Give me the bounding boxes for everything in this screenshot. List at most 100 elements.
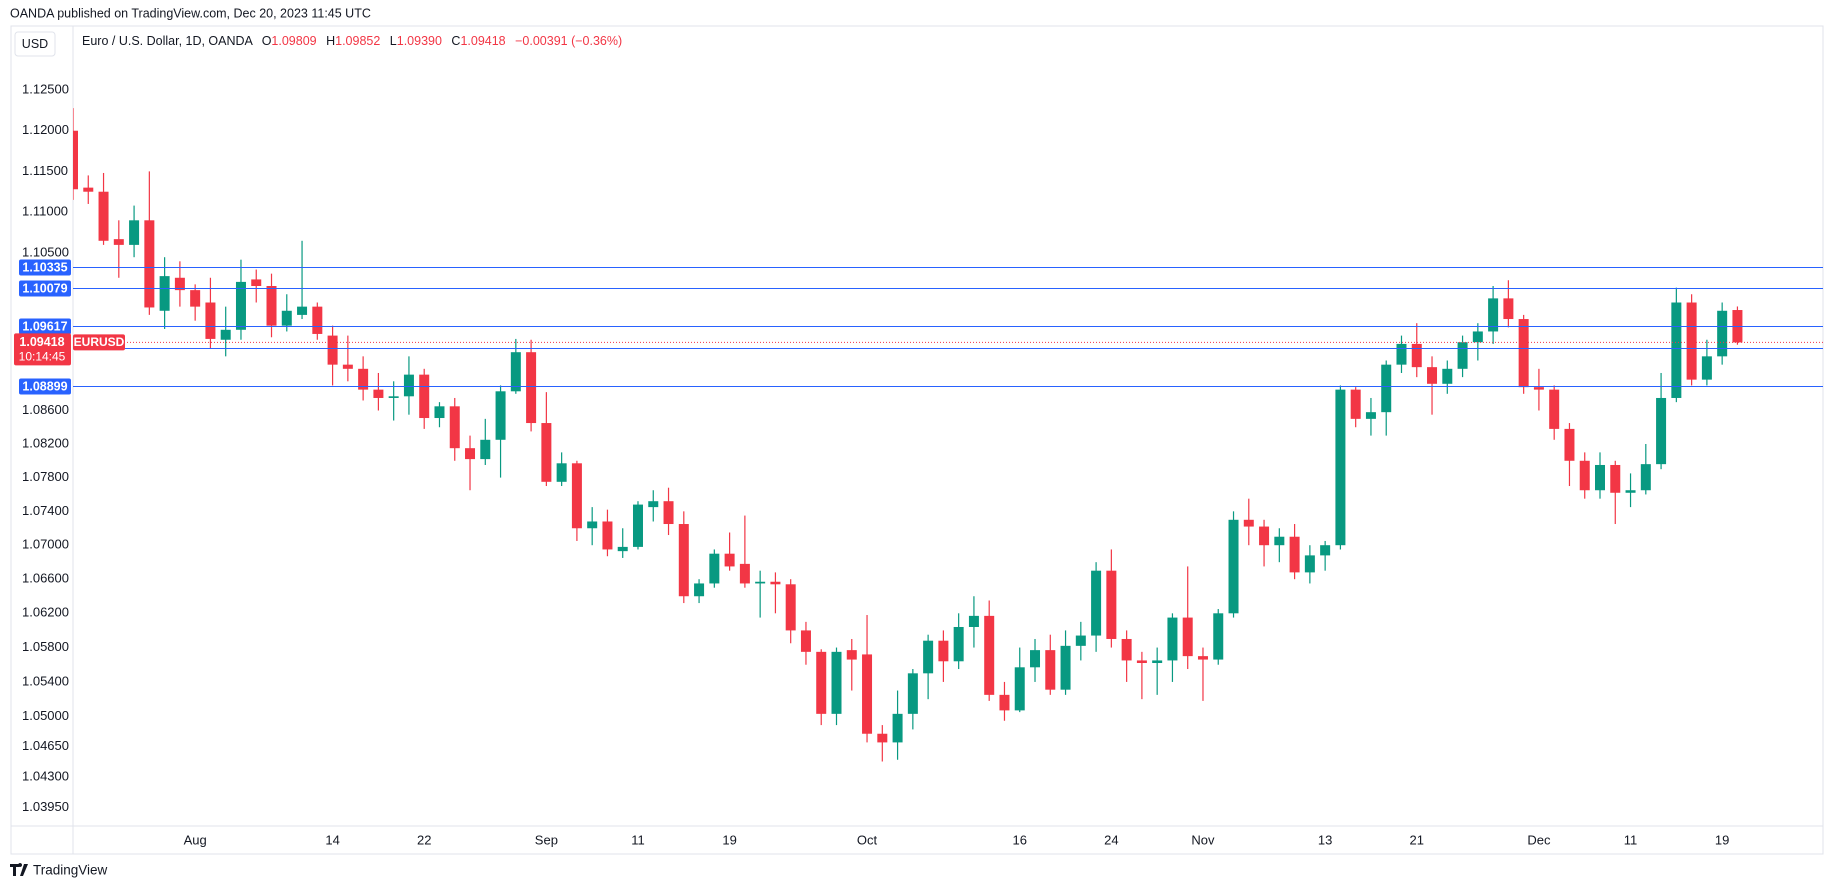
candle-body (571, 463, 582, 529)
y-tick-label: 1.04650 (22, 738, 69, 753)
candle-body (1427, 367, 1438, 384)
legend-symbol: Euro / U.S. Dollar, 1D, OANDA (82, 34, 254, 48)
candle-body (1060, 645, 1071, 690)
candle-body (1152, 660, 1163, 664)
candle-body (1106, 570, 1117, 639)
candle-body (816, 651, 827, 714)
candle-body (755, 581, 766, 584)
y-tick-label: 1.07800 (22, 469, 69, 484)
brand[interactable]: TradingView (10, 863, 108, 878)
x-tick-label: 14 (325, 832, 339, 847)
candle-body (1365, 412, 1376, 419)
candle-body (1182, 617, 1193, 657)
candle-body (800, 630, 811, 652)
candle-body (1595, 464, 1605, 491)
candle-body (190, 290, 201, 307)
publisher-line: OANDA published on TradingView.com, Dec … (10, 6, 371, 20)
candle-body (1610, 464, 1621, 493)
candle-body (1625, 490, 1636, 493)
candle-body (1213, 613, 1224, 660)
candle-body (1671, 302, 1682, 398)
candle-body (297, 306, 308, 315)
candle-body (388, 396, 399, 398)
candle-body (1167, 617, 1178, 661)
level-label: 1.08899 (22, 379, 67, 393)
candle-body (1243, 519, 1254, 527)
brand-name[interactable]: TradingView (33, 863, 108, 878)
candle-body (617, 546, 628, 552)
candle-body (724, 553, 735, 567)
candle-body (907, 673, 918, 714)
candle-body (877, 733, 888, 743)
candle-body (235, 281, 246, 330)
candle-body (510, 352, 521, 392)
candle-body (1045, 650, 1056, 690)
y-tick-label: 1.12500 (22, 82, 69, 97)
candle-body (663, 501, 674, 525)
candle-body (1579, 460, 1590, 491)
candle-body (1411, 343, 1422, 368)
legend-value: 1.09809 (271, 34, 316, 48)
x-tick-label: Sep (535, 832, 558, 847)
x-tick-label: 11 (631, 832, 645, 847)
candle-body (556, 463, 567, 482)
candle-body (434, 406, 445, 419)
candle-body (113, 239, 124, 245)
last-price-label: 1.09418 (19, 335, 64, 349)
candle-body (632, 504, 643, 547)
candle-body (1091, 570, 1102, 636)
legend-value: 1.09390 (397, 34, 442, 48)
candle-body (342, 364, 353, 369)
currency-label[interactable]: USD (22, 37, 48, 51)
candle-body (98, 191, 109, 241)
candle-body (1717, 310, 1728, 357)
candle-body (1381, 364, 1392, 413)
y-tick-label: 1.11000 (22, 204, 68, 219)
symbol-tag (73, 334, 125, 351)
candle-body (938, 640, 949, 662)
candle-body (495, 391, 506, 440)
candle-body (694, 583, 705, 597)
candle-body (1442, 368, 1453, 384)
candle-body (1197, 656, 1208, 660)
candle-body (1503, 298, 1514, 320)
candle-body (1350, 389, 1361, 419)
candle-body (1014, 667, 1025, 711)
legend-key: L (390, 34, 397, 48)
candle-body (266, 286, 277, 326)
legend-change: −0.00391 (−0.36%) (515, 34, 622, 48)
candle-body (999, 694, 1010, 711)
last-price-tag (14, 333, 71, 366)
candle-body (83, 187, 94, 192)
candle-body (1488, 298, 1499, 332)
legend: Euro / U.S. Dollar, 1D, OANDA O1.09809 H… (82, 34, 622, 48)
x-tick-label: Aug (184, 832, 207, 847)
symbol-label: EURUSD (74, 335, 125, 349)
legend-value: 1.09852 (335, 34, 380, 48)
candle-body (419, 374, 430, 419)
legend-key: C (451, 34, 460, 48)
candle-body (220, 329, 231, 340)
brand-logo[interactable] (10, 863, 28, 876)
candle-body (358, 368, 369, 390)
candle-body (1274, 536, 1285, 546)
countdown: 10:14:45 (19, 350, 66, 364)
candle-body (1228, 519, 1239, 614)
candle-body (1564, 428, 1575, 461)
level-tag (19, 259, 71, 276)
x-tick-label: 21 (1410, 832, 1424, 847)
candle-body (1640, 464, 1651, 491)
candle-body (312, 306, 323, 334)
candle-body (449, 406, 460, 449)
currency-button[interactable] (14, 31, 56, 57)
y-tick-label: 1.05800 (22, 639, 69, 654)
candle-body (1549, 389, 1560, 429)
candle-body (1518, 319, 1529, 388)
candle-body (587, 521, 598, 529)
candle-body (1533, 387, 1544, 390)
y-tick-label: 1.08600 (22, 402, 69, 417)
candle-body (1701, 356, 1712, 380)
candle-body (1121, 638, 1132, 661)
pane-frame (10, 25, 1824, 855)
candle-body (739, 563, 750, 584)
